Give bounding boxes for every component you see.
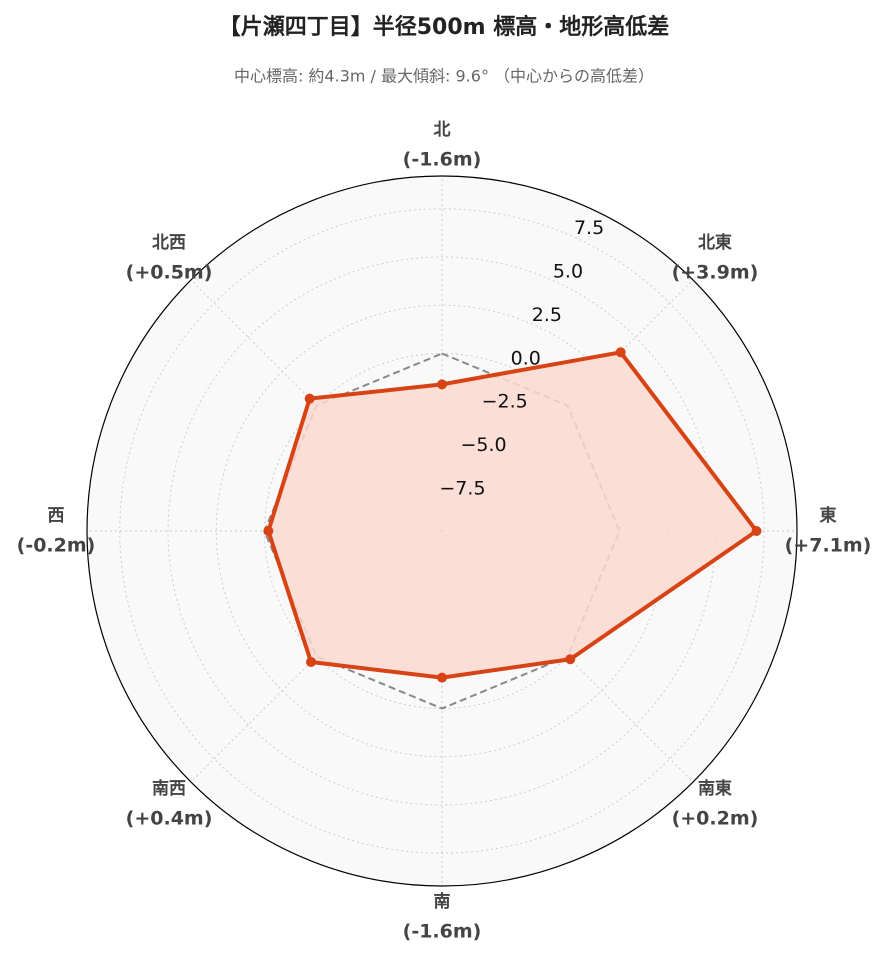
grid-spoke xyxy=(441,279,694,532)
r-tick-label: −7.5 xyxy=(439,477,485,499)
r-tick-label: −2.5 xyxy=(482,391,528,413)
value-label: (-0.2m) xyxy=(17,535,96,557)
data-point xyxy=(263,526,274,536)
data-point xyxy=(437,379,447,390)
grid-spoke xyxy=(441,530,694,783)
r-tick-label: 5.0 xyxy=(553,261,583,283)
value-label: (+7.1m) xyxy=(785,535,872,557)
r-tick-label: −5.0 xyxy=(460,434,506,456)
category-label: 西 xyxy=(48,506,65,526)
grid-ring xyxy=(119,208,765,854)
data-point xyxy=(751,526,762,536)
category-label: 北西 xyxy=(152,233,186,253)
data-point xyxy=(615,347,626,358)
data-point xyxy=(437,672,447,683)
r-tick-label: 7.5 xyxy=(574,217,604,239)
grid-spoke xyxy=(190,279,443,532)
category-label: 北 xyxy=(434,120,451,140)
category-label: 南 xyxy=(434,891,451,912)
r-tick-label: 2.5 xyxy=(532,304,562,326)
plot-border xyxy=(86,175,798,887)
value-label: (+0.4m) xyxy=(126,807,213,829)
category-label: 北東 xyxy=(698,232,732,253)
value-label: (-1.6m) xyxy=(403,149,482,171)
r-tick-label: 0.0 xyxy=(511,347,541,369)
value-label: (-1.6m) xyxy=(403,921,482,943)
chart-subtitle: 中心標高: 約4.3m / 最大傾斜: 9.6° （中心からの高低差） xyxy=(234,67,654,86)
category-label: 南東 xyxy=(698,778,732,799)
category-label: 南西 xyxy=(152,778,186,799)
chart-title: 【片瀬四丁目】半径500m 標高・地形高低差 xyxy=(219,14,670,40)
category-label: 東 xyxy=(820,505,837,526)
data-point xyxy=(565,654,576,665)
grid-spoke xyxy=(190,530,443,783)
data-point xyxy=(304,393,315,404)
value-label: (+0.5m) xyxy=(126,262,213,284)
series-area xyxy=(268,352,757,678)
value-label: (+3.9m) xyxy=(672,262,759,284)
data-point xyxy=(306,656,317,667)
value-label: (+0.2m) xyxy=(672,807,759,829)
